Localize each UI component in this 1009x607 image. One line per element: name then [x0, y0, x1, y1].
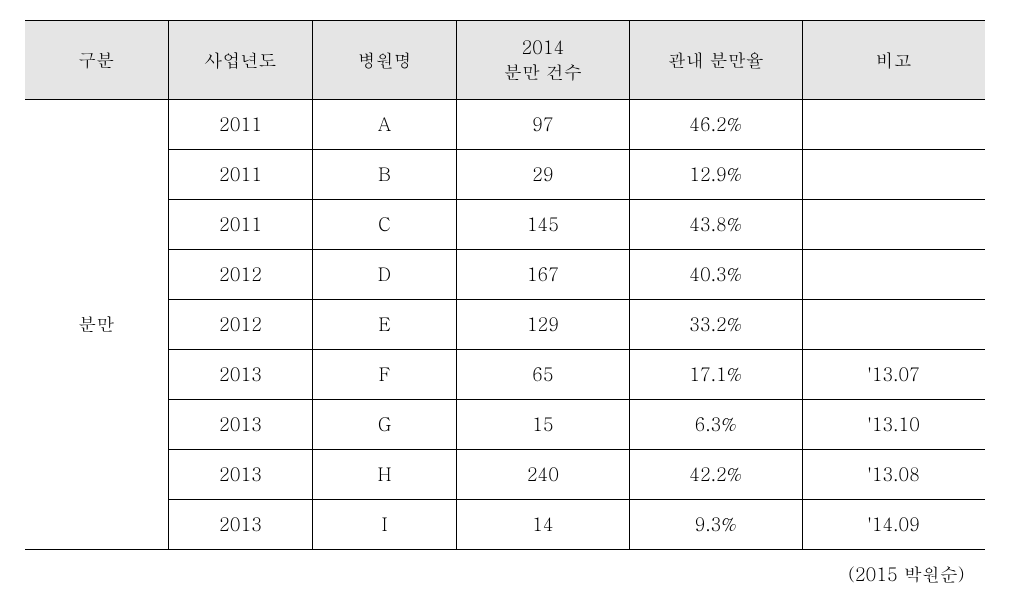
- hospital-cell: B: [313, 150, 457, 200]
- rate-cell: 46.2%: [629, 100, 802, 150]
- column-header: 비고: [802, 21, 984, 100]
- rate-cell: 17.1%: [629, 350, 802, 400]
- hospital-cell: G: [313, 400, 457, 450]
- table-row: 2013H24042.2%'13.08: [25, 450, 985, 500]
- year-cell: 2013: [169, 450, 313, 500]
- category-cell: 분만: [25, 100, 169, 550]
- rate-cell: 33.2%: [629, 300, 802, 350]
- table-row: 분만2011A9746.2%: [25, 100, 985, 150]
- hospital-cell: I: [313, 500, 457, 550]
- count-cell: 14: [457, 500, 630, 550]
- count-cell: 29: [457, 150, 630, 200]
- count-cell: 167: [457, 250, 630, 300]
- column-header: 병원명: [313, 21, 457, 100]
- hospital-cell: F: [313, 350, 457, 400]
- count-cell: 65: [457, 350, 630, 400]
- count-cell: 240: [457, 450, 630, 500]
- year-cell: 2012: [169, 250, 313, 300]
- year-cell: 2013: [169, 500, 313, 550]
- table-row: 2013G156.3%'13.10: [25, 400, 985, 450]
- year-cell: 2012: [169, 300, 313, 350]
- count-cell: 145: [457, 200, 630, 250]
- note-cell: [802, 250, 984, 300]
- hospital-cell: C: [313, 200, 457, 250]
- year-cell: 2013: [169, 350, 313, 400]
- note-cell: [802, 200, 984, 250]
- year-cell: 2011: [169, 100, 313, 150]
- rate-cell: 42.2%: [629, 450, 802, 500]
- hospital-cell: E: [313, 300, 457, 350]
- column-header: 관내 분만율: [629, 21, 802, 100]
- note-cell: '13.08: [802, 450, 984, 500]
- rate-cell: 9.3%: [629, 500, 802, 550]
- table-row: 2013F6517.1%'13.07: [25, 350, 985, 400]
- year-cell: 2013: [169, 400, 313, 450]
- table-row: 2012E12933.2%: [25, 300, 985, 350]
- year-cell: 2011: [169, 200, 313, 250]
- note-cell: '13.10: [802, 400, 984, 450]
- note-cell: '14.09: [802, 500, 984, 550]
- table-body: 분만2011A9746.2%2011B2912.9%2011C14543.8%2…: [25, 100, 985, 550]
- data-table: 구분사업년도병원명2014분만 건수관내 분만율비고 분만2011A9746.2…: [25, 20, 985, 550]
- column-header: 구분: [25, 21, 169, 100]
- rate-cell: 40.3%: [629, 250, 802, 300]
- note-cell: [802, 300, 984, 350]
- count-cell: 97: [457, 100, 630, 150]
- rate-cell: 6.3%: [629, 400, 802, 450]
- table-row: 2012D16740.3%: [25, 250, 985, 300]
- count-cell: 129: [457, 300, 630, 350]
- table-row: 2011C14543.8%: [25, 200, 985, 250]
- column-header: 2014분만 건수: [457, 21, 630, 100]
- rate-cell: 12.9%: [629, 150, 802, 200]
- citation-text: (2015 박원순): [25, 562, 985, 587]
- hospital-cell: H: [313, 450, 457, 500]
- note-cell: '13.07: [802, 350, 984, 400]
- year-cell: 2011: [169, 150, 313, 200]
- table-container: 구분사업년도병원명2014분만 건수관내 분만율비고 분만2011A9746.2…: [25, 20, 985, 587]
- table-row: 2013I149.3%'14.09: [25, 500, 985, 550]
- table-header-row: 구분사업년도병원명2014분만 건수관내 분만율비고: [25, 21, 985, 100]
- hospital-cell: D: [313, 250, 457, 300]
- note-cell: [802, 100, 984, 150]
- note-cell: [802, 150, 984, 200]
- rate-cell: 43.8%: [629, 200, 802, 250]
- table-row: 2011B2912.9%: [25, 150, 985, 200]
- count-cell: 15: [457, 400, 630, 450]
- hospital-cell: A: [313, 100, 457, 150]
- column-header: 사업년도: [169, 21, 313, 100]
